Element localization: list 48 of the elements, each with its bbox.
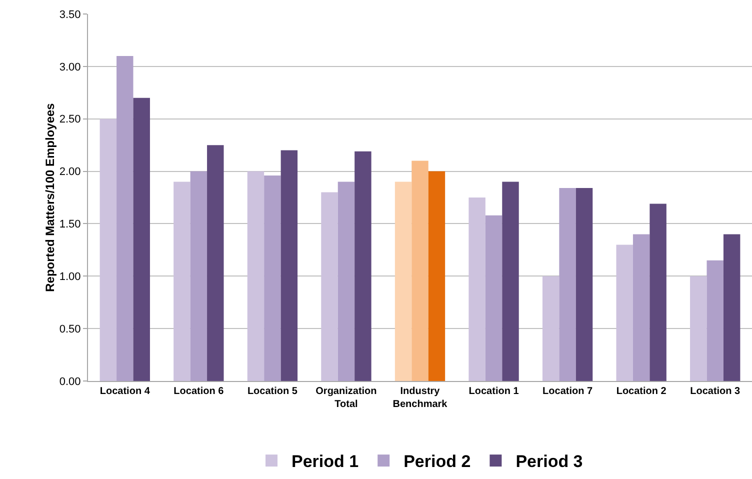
bar [354,151,372,381]
legend-label: Period 3 [516,452,583,472]
bar [723,234,740,381]
bar [207,145,224,381]
bar [338,182,355,381]
bar [247,171,264,381]
y-tick-label: 2.00 [59,166,81,178]
bar [280,150,298,381]
bar [264,175,281,381]
bar [321,192,338,381]
x-tick-label: Location 7 [542,386,593,397]
y-tick-label: 2.50 [59,114,81,126]
bar [542,276,560,381]
bar [650,204,666,381]
y-tick-label: 3.00 [59,61,81,74]
y-tick-label: 0.00 [59,376,81,388]
x-tick-label: Location 2 [616,386,667,397]
bar [632,234,650,381]
bar [468,198,486,381]
x-tick-label: Location 1 [468,386,520,397]
legend-label: Period 1 [292,452,359,472]
bar [174,182,190,381]
bar [394,182,412,381]
y-axis-title: Reported Matters/100 Employees [43,102,57,292]
bar [502,182,519,381]
x-tick-label: Location 3 [690,386,741,397]
x-tick-label: Organization Total [316,386,377,410]
y-tick-label: 0.50 [59,323,81,336]
legend-label: Period 2 [404,452,471,472]
bar [412,160,428,381]
bar [485,215,502,381]
y-tick-label: 1.00 [59,270,81,283]
bar [690,276,707,381]
bar [133,98,150,381]
bar [116,56,134,381]
bar [616,244,633,381]
x-tick-label: Location 6 [174,386,224,397]
bar [576,188,593,381]
x-tick-label: Industry Benchmark [392,386,448,410]
bar [559,188,576,381]
y-tick-label: 3.50 [59,8,81,21]
y-tick-label: 1.50 [59,218,81,231]
x-tick-label: Location 5 [247,386,298,397]
bar [190,171,208,381]
x-tick-label: Location 4 [100,386,150,397]
bar [706,260,724,381]
bar [100,118,117,381]
bar [428,171,446,381]
